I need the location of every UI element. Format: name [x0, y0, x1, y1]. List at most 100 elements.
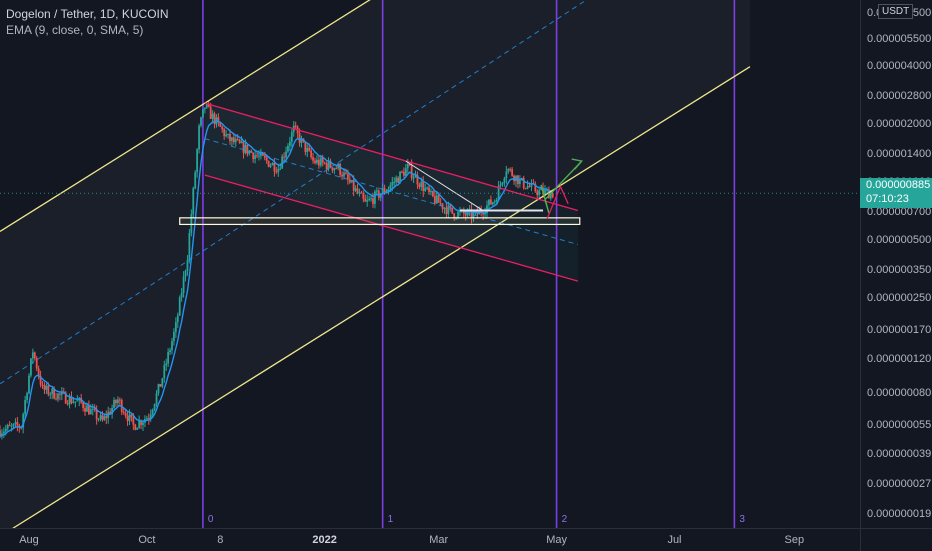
- candle-body: [43, 385, 46, 390]
- candle-body: [12, 423, 15, 426]
- candle-body: [350, 180, 353, 183]
- cycle-label: 0: [208, 514, 214, 525]
- candle-body: [524, 187, 527, 189]
- bullish-path: [540, 160, 583, 214]
- candle-body: [356, 188, 359, 194]
- candle-body: [321, 158, 324, 163]
- candle-body: [331, 167, 334, 171]
- candle-body: [348, 179, 351, 183]
- candle-body: [227, 133, 229, 135]
- candle-body: [497, 185, 500, 201]
- candle-body: [538, 190, 541, 195]
- yellow-channel-midline: [0, 0, 588, 385]
- candle-body: [82, 402, 85, 409]
- candle-body: [205, 104, 208, 108]
- candle-body: [364, 198, 367, 202]
- chart-legend: Dogelon / Tether, 1D, KUCOIN EMA (9, clo…: [6, 6, 169, 38]
- trend-drawings[interactable]: [0, 0, 860, 537]
- candles: [0, 100, 554, 440]
- indicator-label[interactable]: EMA (9, close, 0, SMA, 5): [6, 23, 144, 37]
- candle-body: [273, 162, 276, 172]
- candle-body: [316, 159, 318, 163]
- candle-body: [445, 207, 448, 215]
- candle-body: [99, 415, 102, 420]
- candle-body: [167, 352, 170, 364]
- candle-body: [149, 414, 152, 419]
- candle-body: [41, 384, 44, 386]
- candle-body: [0, 430, 1, 437]
- time-tick: 8: [217, 534, 224, 546]
- candle-body: [271, 162, 274, 166]
- bullish-arrowhead: [571, 158, 584, 170]
- candle-body: [447, 205, 450, 215]
- candle-body: [391, 182, 394, 186]
- price-tick: 0.000000019: [867, 507, 932, 520]
- symbol-title[interactable]: Dogelon / Tether, 1D, KUCOIN: [6, 7, 169, 21]
- candle-body: [30, 358, 32, 376]
- candle-body: [132, 417, 135, 425]
- candle-body: [246, 144, 249, 154]
- candle-body: [161, 378, 164, 387]
- candle-body: [39, 375, 42, 385]
- candle-body: [194, 172, 197, 189]
- price-axis[interactable]: 0.0000075000.0000055000.0000040000.00000…: [860, 0, 932, 528]
- candle-body: [329, 160, 332, 168]
- candle-body: [252, 152, 255, 160]
- candle-body: [105, 416, 108, 419]
- candle-body: [70, 396, 73, 403]
- candle-body: [14, 422, 17, 424]
- currency-badge[interactable]: USDT: [878, 4, 914, 19]
- candle-body: [26, 393, 28, 401]
- candle-body: [173, 331, 175, 342]
- candle-body: [414, 175, 417, 178]
- candle-body: [482, 212, 485, 215]
- price-tick: 0.000000250: [867, 292, 932, 305]
- last-price-label: 0.000000885 07:10:23: [860, 178, 932, 208]
- candle-body: [209, 106, 212, 119]
- candle-body: [207, 104, 210, 107]
- candle-body: [169, 350, 171, 353]
- candle-body: [159, 384, 162, 387]
- candle-body: [138, 420, 141, 428]
- candle-body: [51, 388, 54, 395]
- axis-corner: [860, 528, 932, 551]
- candle-body: [493, 201, 496, 203]
- price-tick: 0.000000120: [867, 353, 932, 366]
- candle-body: [116, 399, 119, 404]
- price-tick: 0.000000027: [867, 478, 932, 491]
- candle-body: [20, 427, 23, 429]
- price-tick: 0.000000700: [867, 205, 932, 218]
- candle-body: [97, 419, 100, 421]
- candle-body: [232, 137, 235, 143]
- candle-body: [188, 233, 191, 261]
- candle-body: [314, 160, 316, 163]
- candle-body: [229, 133, 231, 141]
- candle-body: [8, 425, 11, 427]
- candle-body: [401, 171, 403, 173]
- candle-body: [53, 388, 56, 399]
- red-channel-midline: [204, 138, 578, 245]
- candle-body: [33, 352, 36, 359]
- candle-body: [404, 168, 407, 176]
- time-tick: Aug: [19, 534, 39, 546]
- candle-body: [203, 107, 206, 110]
- yellow-channel-fill: [0, 0, 750, 536]
- price-tick: 0.000000039: [867, 447, 932, 460]
- candle-body: [522, 177, 525, 188]
- candle-body: [362, 193, 365, 199]
- candle-body: [31, 352, 34, 359]
- red-channel-upper: [204, 102, 579, 212]
- candle-body: [333, 168, 336, 171]
- candle-body: [526, 185, 529, 189]
- candle-body: [72, 401, 75, 403]
- candle-body: [530, 183, 533, 187]
- candle-body: [435, 195, 438, 204]
- time-axis[interactable]: Aug Oct 8 2022 Mar May Jul Sep: [0, 528, 860, 551]
- candle-body: [337, 163, 340, 169]
- candle-body: [74, 401, 77, 403]
- candle-body: [381, 188, 384, 194]
- candle-body: [408, 164, 411, 166]
- cycle-label: 3: [739, 514, 745, 525]
- candle-body: [341, 174, 343, 177]
